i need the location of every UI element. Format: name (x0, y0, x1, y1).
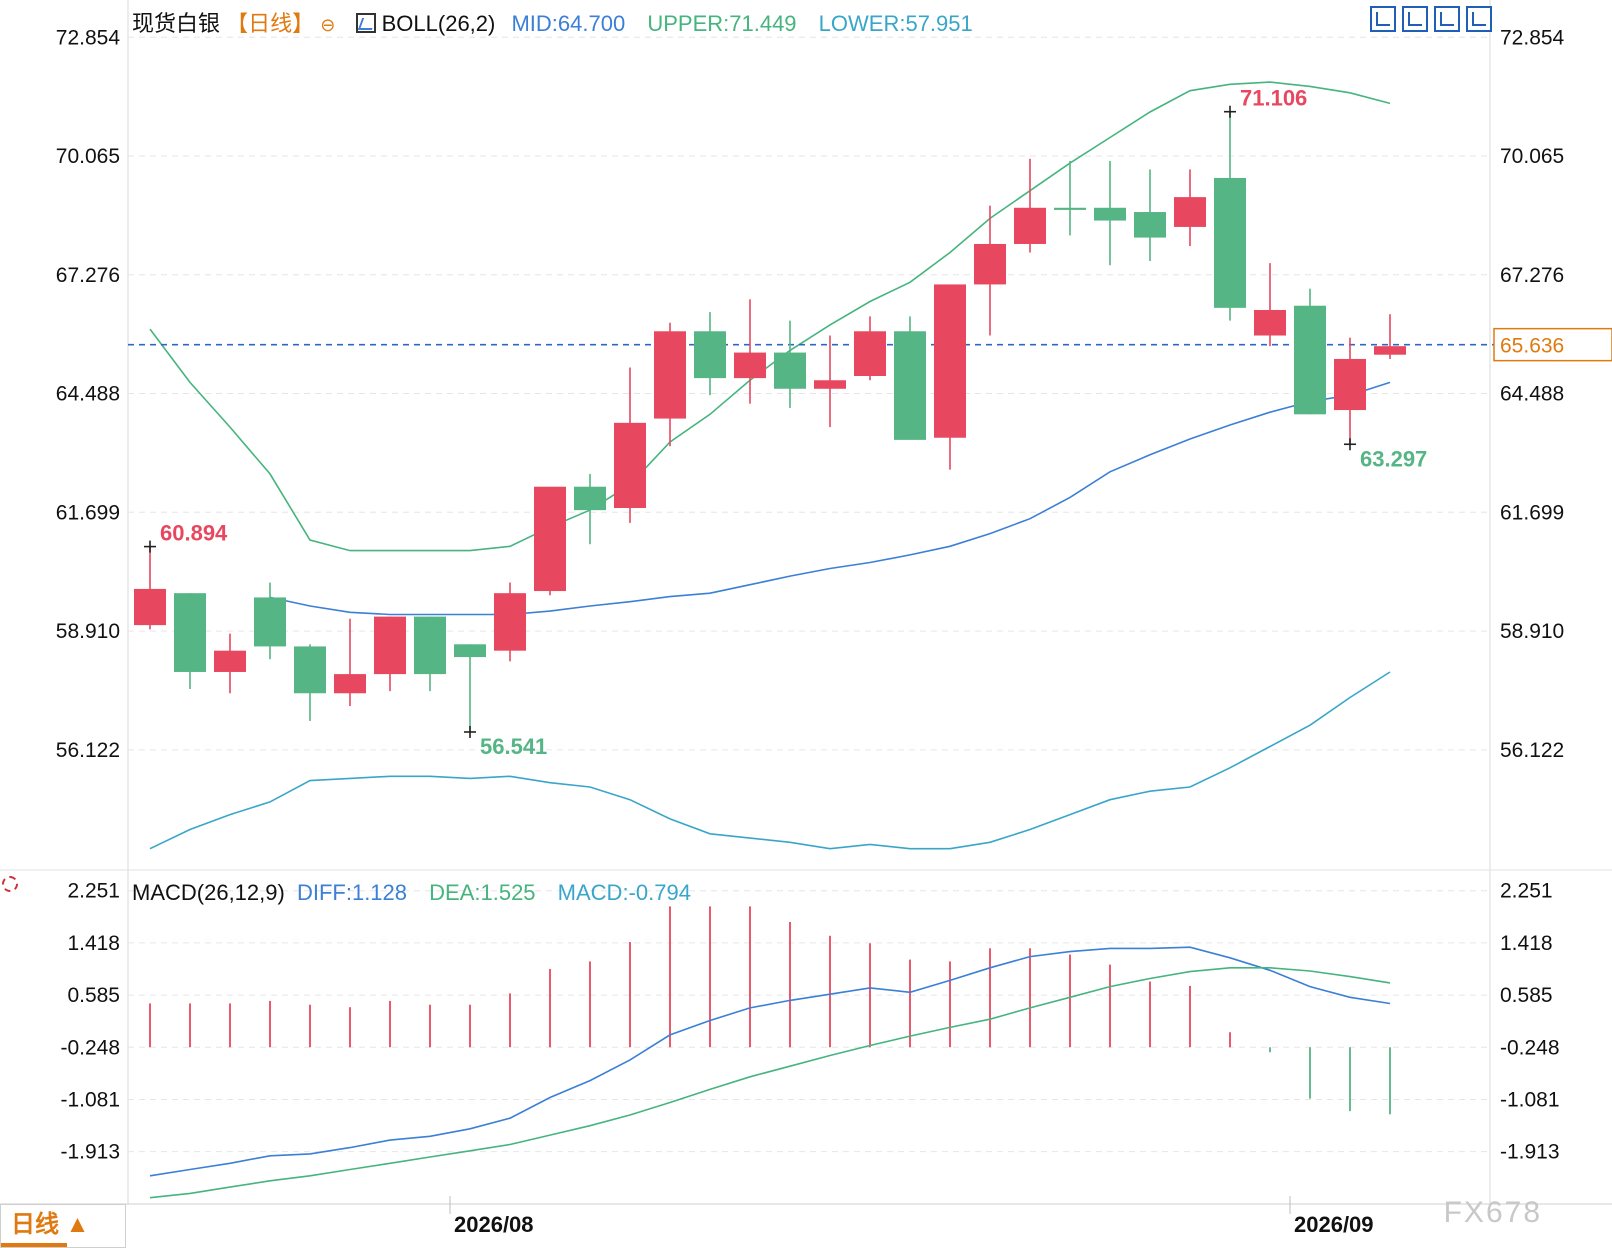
candle-body[interactable] (1254, 309, 1286, 336)
candle-body[interactable] (1014, 207, 1046, 244)
macd-tick-left: -0.248 (60, 1036, 120, 1059)
extreme-label: 56.541 (480, 734, 547, 759)
price-tick-left: 56.122 (56, 739, 120, 762)
candle-body[interactable] (334, 674, 366, 694)
macd-tick-left: -1.913 (60, 1141, 120, 1164)
macd-tick-left: 2.251 (67, 880, 120, 903)
price-tick-left: 61.699 (56, 501, 120, 524)
period-tab[interactable]: 日线 ▲ (0, 1204, 126, 1248)
candle-body[interactable] (974, 243, 1006, 285)
extreme-label: 63.297 (1360, 446, 1427, 471)
instrument-name: 现货白银 (132, 11, 221, 36)
price-tick-left: 67.276 (56, 264, 120, 287)
candle-body[interactable] (814, 380, 846, 389)
macd-tick-left: -1.081 (60, 1088, 120, 1111)
macd-hist-value: MACD:-0.794 (557, 880, 691, 905)
macd-tick-right: -1.913 (1500, 1141, 1560, 1164)
candle-body[interactable] (174, 593, 206, 672)
candle-body[interactable] (254, 597, 286, 647)
grid-layer (0, 0, 1612, 1214)
candle-body[interactable] (1174, 197, 1206, 227)
chart-window-icon[interactable] (355, 13, 376, 33)
macd-pane-header: MACD(26,12,9) DIFF:1.128 DEA:1.525 MACD:… (132, 880, 691, 906)
zoom-out-icon[interactable] (1402, 6, 1428, 32)
time-axis-label: 2026/09 (1294, 1212, 1374, 1237)
pane-settings-icon[interactable] (2, 876, 18, 892)
boll-upper-value: UPPER:71.449 (647, 11, 797, 36)
boll-indicator-label[interactable]: BOLL(26,2) (381, 11, 496, 36)
macd-dea-line (149, 966, 1391, 1199)
candle-body[interactable] (734, 352, 766, 379)
candle-body[interactable] (214, 650, 246, 672)
boll-upper-line (149, 81, 1391, 552)
extreme-label: 71.106 (1240, 86, 1307, 111)
price-tick-left: 70.065 (56, 145, 120, 168)
time-axis-label: 2026/08 (454, 1212, 534, 1237)
price-tick-left: 64.488 (56, 383, 120, 406)
candle-body[interactable] (294, 646, 326, 694)
candle-body[interactable] (694, 331, 726, 379)
price-tick-right: 72.854 (1500, 26, 1565, 49)
boll-lower-value: LOWER:57.951 (818, 11, 973, 36)
price-tick-left: 58.910 (56, 620, 120, 643)
boll-mid-value: MID:64.700 (511, 11, 626, 36)
candle-body[interactable] (654, 331, 686, 419)
period-label[interactable]: 【日线】 (226, 11, 315, 36)
candle-body[interactable] (374, 616, 406, 675)
price-tick-right: 64.488 (1500, 383, 1564, 406)
step-forward-icon[interactable] (1434, 6, 1460, 32)
macd-tick-right: -1.081 (1500, 1088, 1560, 1111)
macd-tick-right: -0.248 (1500, 1036, 1560, 1059)
price-tick-right: 70.065 (1500, 145, 1564, 168)
current-price-box (1493, 327, 1612, 362)
candle-body[interactable] (494, 593, 526, 651)
macd-dea-value: DEA:1.525 (429, 880, 536, 905)
macd-diff-value: DIFF:1.128 (296, 880, 408, 905)
candle-body[interactable] (414, 616, 446, 675)
period-marker-icon[interactable]: ⊖ (320, 15, 336, 35)
extreme-label: 60.894 (160, 521, 228, 546)
candle-layer[interactable] (134, 111, 1406, 732)
candle-body[interactable] (134, 588, 166, 626)
macd-tick-right: 2.251 (1500, 880, 1553, 903)
current-price-label: 65.636 (1500, 335, 1564, 358)
candle-body[interactable] (1294, 305, 1326, 415)
price-tick-right: 67.276 (1500, 264, 1564, 287)
candle-body[interactable] (1214, 177, 1246, 308)
candle-body[interactable] (1374, 346, 1406, 355)
price-tick-right: 56.122 (1500, 739, 1564, 762)
candle-body[interactable] (574, 486, 606, 511)
price-pane-header: 现货白银 【日线】 ⊖ BOLL(26,2) MID:64.700 UPPER:… (132, 6, 973, 38)
macd-tick-right: 0.585 (1500, 984, 1553, 1007)
candle-body[interactable] (614, 422, 646, 509)
candle-body[interactable] (1334, 358, 1366, 411)
candle-body[interactable] (854, 331, 886, 376)
macd-diff-line (149, 946, 1391, 1177)
macd-tick-right: 1.418 (1500, 932, 1553, 955)
boll-mid-line (269, 381, 1391, 616)
label-layer: 72.854 72.854 70.065 70.065 67.276 67.276 64.4… (56, 26, 1612, 1237)
watermark-logo: FX678 (1443, 1196, 1542, 1229)
candle-body[interactable] (934, 284, 966, 438)
macd-layer (149, 906, 1391, 1199)
candle-body[interactable] (1094, 207, 1126, 221)
candle-body[interactable] (454, 644, 486, 658)
price-tick-right: 58.910 (1500, 620, 1564, 643)
price-tick-left: 72.854 (56, 26, 121, 49)
skip-end-icon[interactable] (1466, 6, 1492, 32)
macd-tick-left: 1.418 (67, 932, 120, 955)
candle-body[interactable] (894, 331, 926, 440)
candle-body[interactable] (1054, 207, 1086, 210)
macd-tick-left: 0.585 (67, 984, 120, 1007)
candle-body[interactable] (1134, 212, 1166, 238)
boll-lower-line (149, 671, 1391, 850)
price-tick-right: 61.699 (1500, 501, 1564, 524)
layout-icon[interactable] (1370, 6, 1396, 32)
candle-body[interactable] (534, 486, 566, 592)
candle-body[interactable] (774, 352, 806, 389)
macd-indicator-label[interactable]: MACD(26,12,9) (132, 880, 285, 905)
